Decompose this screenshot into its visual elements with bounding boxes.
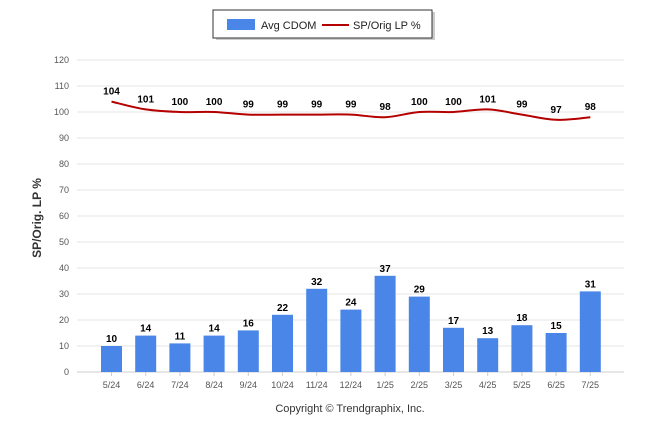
- y-axis-ticks: 0 10 20 30 40 50 60 70 80 90 100 110 120: [54, 55, 69, 377]
- bar: [272, 314, 293, 372]
- bar: [511, 325, 533, 372]
- line-path: [111, 100, 591, 121]
- x-tick-label: 3/25: [445, 380, 463, 390]
- bar: [237, 330, 259, 372]
- x-tick-label: 12/24: [340, 380, 363, 390]
- x-tick-label: 1/25: [376, 380, 394, 390]
- line-data-label: 101: [479, 94, 496, 105]
- y-tick-label: 60: [59, 211, 69, 221]
- y-tick-label: 30: [59, 289, 69, 299]
- line-data-label: 100: [206, 97, 223, 108]
- bar-data-label: 10: [106, 334, 118, 345]
- x-axis-ticks: 5/24 6/24 7/24 8/24 9/24 10/24 11/24 12/24 1/25 2…: [103, 372, 599, 390]
- bar-data-label: 31: [585, 279, 597, 290]
- x-tick-label: 5/24: [103, 380, 121, 390]
- line-data-label: 99: [243, 100, 255, 111]
- x-tick-label: 7/24: [171, 380, 189, 390]
- y-tick-label: 110: [55, 81, 69, 91]
- bar: [579, 291, 601, 372]
- bar-data-label: 15: [551, 321, 563, 332]
- line-data-label: 104: [103, 87, 120, 98]
- y-tick-label: 40: [59, 263, 69, 273]
- y-tick-label: 70: [59, 185, 69, 195]
- line-data-label: 99: [345, 100, 357, 111]
- line-data-label: 98: [585, 102, 597, 113]
- bar-series: [101, 275, 601, 372]
- line-data-label: 99: [277, 100, 289, 111]
- y-tick-label: 90: [59, 133, 69, 143]
- bar-data-labels: 10 14 11 14 16 22 32 24 37 29 17 13 18 15 31: [106, 264, 596, 345]
- x-tick-label: 7/25: [582, 380, 600, 390]
- x-tick-label: 2/25: [411, 380, 429, 390]
- bar: [374, 275, 396, 372]
- legend-label-bar: Avg CDOM: [261, 20, 316, 32]
- bar-data-label: 14: [140, 324, 152, 335]
- bar-data-label: 24: [345, 298, 357, 309]
- bar: [169, 343, 191, 372]
- y-tick-label: 50: [59, 237, 69, 247]
- bar-data-label: 29: [414, 285, 426, 296]
- line-data-label: 98: [380, 102, 392, 113]
- line-data-label: 100: [172, 97, 189, 108]
- copyright-footer: Copyright © Trendgraphix, Inc.: [275, 403, 424, 415]
- bar: [203, 335, 225, 372]
- line-data-label: 101: [137, 94, 154, 105]
- y-tick-label: 80: [59, 159, 69, 169]
- bar-data-label: 37: [380, 264, 392, 275]
- x-tick-label: 10/24: [271, 380, 294, 390]
- bar: [443, 327, 464, 372]
- x-tick-label: 11/24: [306, 380, 328, 390]
- bar: [135, 335, 157, 372]
- bar-data-label: 11: [175, 331, 186, 342]
- y-tick-label: 100: [54, 107, 69, 117]
- x-tick-label: 6/25: [547, 380, 565, 390]
- bar-data-label: 18: [516, 313, 528, 324]
- bar-data-label: 22: [277, 303, 289, 314]
- legend-swatch-bar: [227, 19, 255, 30]
- bar: [340, 309, 362, 372]
- bar: [545, 333, 567, 372]
- bar: [477, 338, 499, 372]
- x-tick-label: 4/25: [479, 380, 497, 390]
- x-tick-label: 6/24: [137, 380, 155, 390]
- bar-data-label: 14: [209, 324, 221, 335]
- y-tick-label: 120: [54, 55, 69, 65]
- y-tick-label: 0: [64, 367, 69, 377]
- bar-data-label: 16: [243, 318, 255, 329]
- bar-data-label: 17: [448, 316, 460, 327]
- x-tick-label: 9/24: [240, 380, 258, 390]
- y-tick-label: 20: [59, 315, 69, 325]
- x-tick-label: 5/25: [513, 380, 531, 390]
- line-data-label: 97: [551, 105, 563, 116]
- bar: [408, 296, 430, 372]
- line-data-label: 100: [445, 97, 462, 108]
- line-data-labels: 104 101 100 100 99 99 99 99 98 100 100 101 99 97 98: [103, 87, 596, 116]
- y-tick-label: 10: [59, 341, 69, 351]
- legend: Avg CDOM SP/Orig LP %: [212, 9, 435, 40]
- line-data-label: 99: [516, 100, 528, 111]
- bar: [101, 346, 122, 372]
- legend-label-line: SP/Orig LP %: [353, 20, 421, 32]
- line-data-label: 100: [411, 97, 428, 108]
- x-tick-label: 8/24: [205, 380, 223, 390]
- y-axis-label: SP/Orig. LP %: [30, 178, 44, 258]
- bar: [306, 288, 328, 372]
- bar-data-label: 13: [482, 326, 494, 337]
- line-series: [111, 100, 591, 121]
- bar-data-label: 32: [311, 277, 323, 288]
- gridlines: [77, 59, 624, 373]
- line-data-label: 99: [311, 100, 323, 111]
